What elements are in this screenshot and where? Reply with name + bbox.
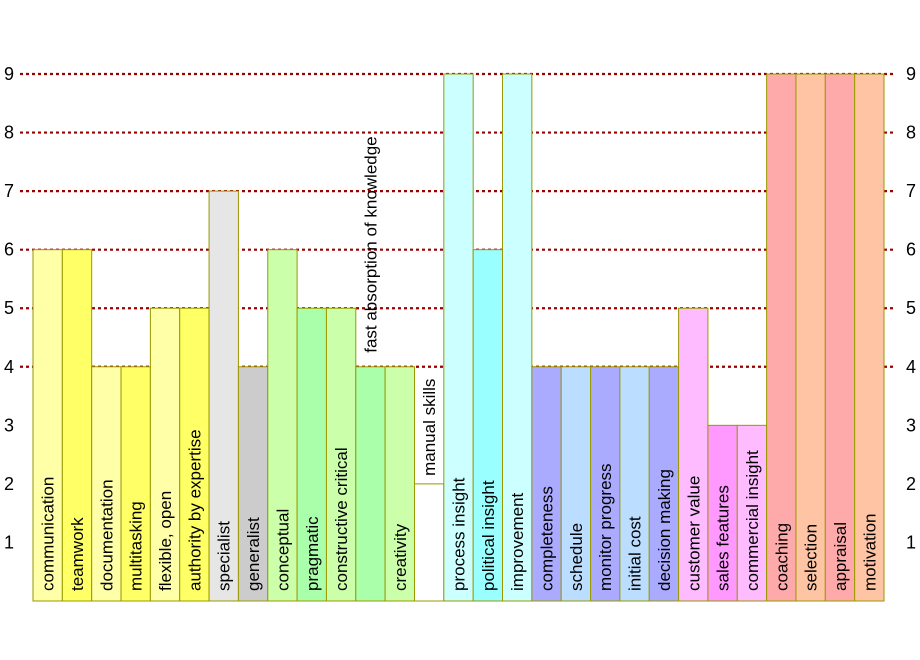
bar-sales-features xyxy=(707,424,738,602)
bar-completeness xyxy=(531,366,562,602)
y-axis-right: 1 2 3 4 5 6 7 8 9 xyxy=(906,64,916,552)
bar-conceptual xyxy=(267,249,298,602)
bar-label-selection: selection xyxy=(802,524,821,591)
bar-multitasking xyxy=(120,366,151,602)
y-tick-right-4: 4 xyxy=(906,357,916,377)
bar-pragmatic xyxy=(296,307,327,602)
bar-label-coaching: coaching xyxy=(772,523,791,591)
y-tick-right-8: 8 xyxy=(906,123,916,143)
y-tick-right-5: 5 xyxy=(906,298,916,318)
bar-label-improvement: improvement xyxy=(508,492,527,591)
y-tick-left-6: 6 xyxy=(4,240,14,260)
bar-label-process-insight: process insight xyxy=(450,477,469,591)
bar-appraisal xyxy=(824,73,856,602)
bar-improvement xyxy=(502,73,533,602)
bar-labels: communication teamwork documentation multit… xyxy=(39,136,880,591)
y-tick-right-1: 1 xyxy=(906,532,916,552)
bar-label-fast-absorption-of-knowledge: fast absorption of knowledge xyxy=(361,136,380,352)
bar-fast-absorption-of-knowledge xyxy=(355,366,386,602)
y-tick-right-3: 3 xyxy=(906,415,916,435)
bar-label-commercial-insight: commercial insight xyxy=(743,450,762,591)
bar-decision-making xyxy=(648,366,680,602)
y-tick-left-2: 2 xyxy=(4,474,14,494)
y-tick-left-1: 1 xyxy=(4,532,14,552)
bar-label-pragmatic: pragmatic xyxy=(303,516,322,591)
bar-label-documentation: documentation xyxy=(97,479,116,591)
y-tick-left-9: 9 xyxy=(4,64,14,84)
y-tick-right-2: 2 xyxy=(906,474,916,494)
y-tick-left-4: 4 xyxy=(4,357,14,377)
bar-label-teamwork: teamwork xyxy=(68,517,87,591)
y-tick-right-9: 9 xyxy=(906,64,916,84)
bar-label-completeness: completeness xyxy=(538,486,557,591)
bar-label-sales-features: sales features xyxy=(714,485,733,591)
bar-label-monitor-progress: monitor progress xyxy=(596,463,615,591)
bar-label-specialist: specialist xyxy=(215,521,234,591)
bar-monitor-progress xyxy=(590,366,621,602)
bar-specialist xyxy=(208,190,239,602)
y-axis-left: 1 2 3 4 5 6 7 8 9 xyxy=(4,64,14,552)
bar-label-communication: communication xyxy=(39,477,58,591)
bar-constructive-critical xyxy=(325,307,357,602)
y-tick-right-6: 6 xyxy=(906,240,916,260)
bar-generalist xyxy=(237,366,269,602)
y-tick-left-8: 8 xyxy=(4,123,14,143)
bar-documentation xyxy=(91,366,122,602)
bar-label-constructive-critical: constructive critical xyxy=(332,447,351,591)
y-tick-left-5: 5 xyxy=(4,298,14,318)
bar-motivation xyxy=(854,73,885,602)
bar-manual-skills xyxy=(413,483,445,602)
bar-label-flexible-open: flexible, open xyxy=(156,491,175,591)
bar-process-insight xyxy=(443,73,474,602)
bar-label-schedule: schedule xyxy=(567,523,586,591)
bar-label-manual-skills: manual skills xyxy=(420,379,439,476)
bar-label-decision-making: decision making xyxy=(655,469,674,591)
bar-label-authority-by-expertise: authority by expertise xyxy=(185,429,204,591)
bar-selection xyxy=(795,73,826,602)
bar-label-political-insight: political insight xyxy=(479,480,498,591)
bar-teamwork xyxy=(61,249,93,602)
y-tick-left-3: 3 xyxy=(4,415,14,435)
bar-label-customer-value: customer value xyxy=(684,476,703,591)
bar-label-appraisal: appraisal xyxy=(831,522,850,591)
bar-communication xyxy=(32,249,63,602)
bar-coaching xyxy=(766,73,797,602)
bars xyxy=(32,73,885,602)
bar-customer-value xyxy=(678,307,709,602)
y-tick-left-7: 7 xyxy=(4,181,14,201)
y-tick-right-7: 7 xyxy=(906,181,916,201)
bar-authority-by-expertise xyxy=(179,307,210,602)
bar-label-generalist: generalist xyxy=(244,517,263,591)
bar-label-conceptual: conceptual xyxy=(273,509,292,591)
bar-label-motivation: motivation xyxy=(860,514,879,591)
bar-political-insight xyxy=(472,249,504,602)
bar-label-multitasking: multitasking xyxy=(127,501,146,591)
bar-label-creativity: creativity xyxy=(391,523,410,591)
bar-label-initial-cost: initial cost xyxy=(626,516,645,591)
bar-initial-cost xyxy=(619,366,650,602)
